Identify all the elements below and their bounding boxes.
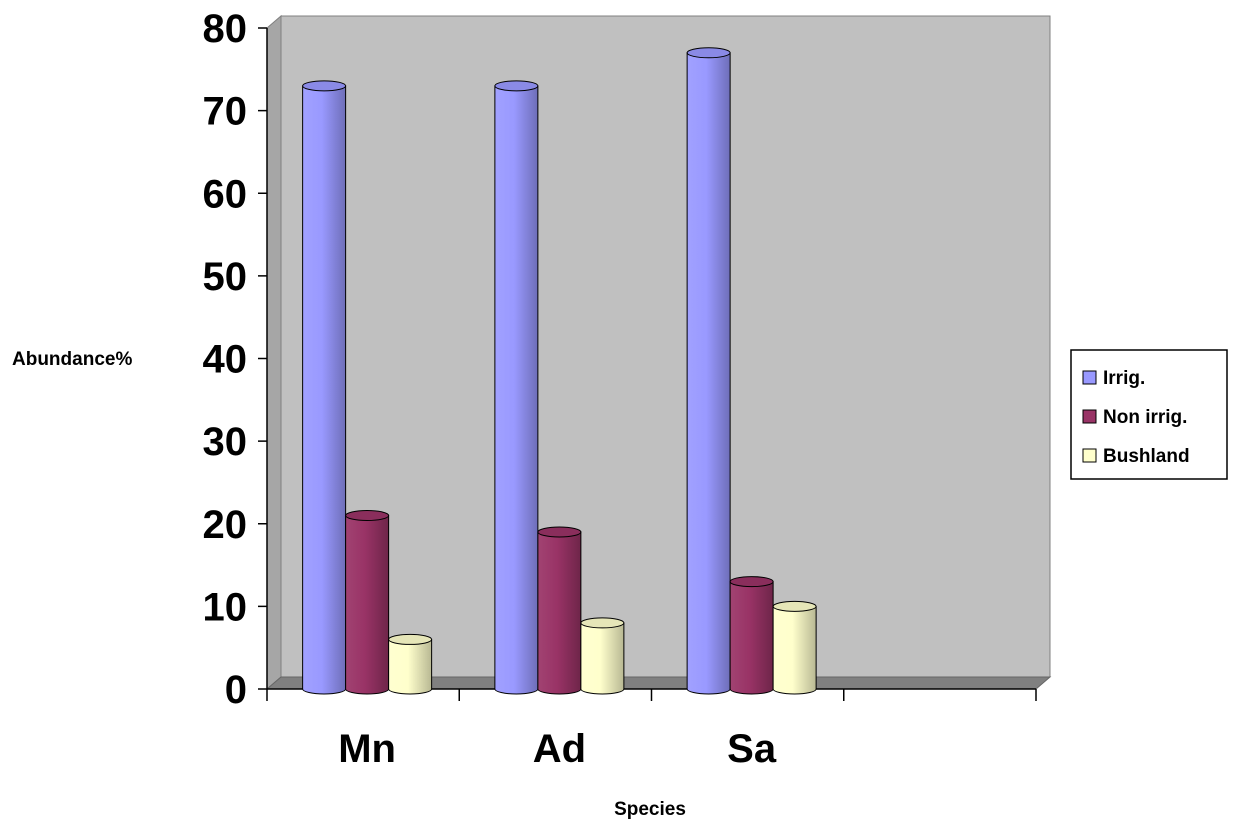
bar-Mn-non-irrig-	[345, 509, 390, 695]
y-tick-label: 10	[203, 585, 248, 629]
back-wall	[280, 15, 1051, 678]
legend-box	[1070, 349, 1228, 480]
legend-item: Non irrig.	[1082, 407, 1187, 428]
bar-Sa-irrig-	[686, 47, 731, 695]
bar-Ad-bushland	[580, 617, 625, 695]
y-tick-label: 0	[225, 668, 247, 712]
legend-swatch	[1082, 370, 1097, 385]
legend-label: Irrig.	[1103, 368, 1145, 389]
y-axis-title: Abundance%	[12, 349, 132, 370]
y-tick-label: 80	[203, 7, 248, 51]
bar-Mn-bushland	[388, 633, 433, 695]
x-tick-labels: Mn Ad Sa	[338, 727, 777, 771]
y-tick-label: 20	[203, 503, 248, 547]
legend-label: Non irrig.	[1103, 407, 1187, 428]
y-tick-label: 70	[203, 90, 248, 134]
side-wall	[266, 14, 282, 691]
x-tick-label: Ad	[533, 727, 586, 771]
bar-Ad-irrig-	[494, 80, 539, 695]
bar-Sa-bushland	[772, 600, 817, 695]
x-tick-label: Mn	[338, 727, 396, 771]
bar-Sa-non-irrig-	[729, 576, 774, 695]
y-tick-labels: 0 10 20 30 40 50 60 70 80	[203, 7, 248, 712]
bar-Ad-non-irrig-	[537, 526, 582, 695]
legend-swatch	[1082, 409, 1097, 424]
y-tick-label: 30	[203, 420, 248, 464]
bars	[302, 47, 817, 695]
legend-item: Bushland	[1082, 446, 1190, 467]
plot-walls	[265, 14, 1052, 691]
legend-label: Bushland	[1103, 446, 1190, 467]
legend-swatch	[1082, 448, 1097, 463]
y-tick-label: 40	[203, 338, 248, 382]
bar-Mn-irrig-	[302, 80, 347, 695]
legend: Irrig. Non irrig. Bushland	[1070, 349, 1228, 480]
legend-item: Irrig.	[1082, 368, 1145, 389]
x-tick-label: Sa	[727, 727, 777, 771]
x-axis-title: Species	[614, 799, 686, 820]
y-tick-label: 50	[203, 255, 248, 299]
y-tick-label: 60	[203, 172, 248, 216]
